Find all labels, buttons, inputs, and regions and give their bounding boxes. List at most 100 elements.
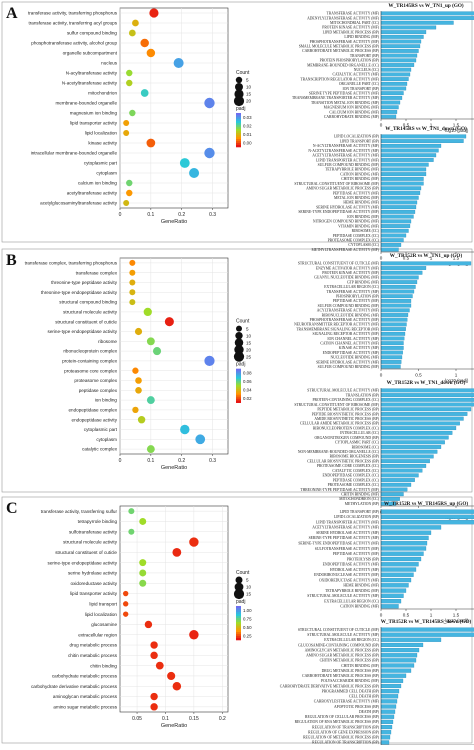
data-point <box>128 29 136 37</box>
bar <box>380 16 474 20</box>
bar <box>380 172 427 177</box>
legend-size-label: 20 <box>246 99 252 104</box>
x-tick-label: 0.5 <box>403 123 410 128</box>
category-label: CARBOHYDRATE METABOLIC PROCESS (BP) <box>302 49 380 53</box>
x-tick-label: 1.5 <box>453 123 460 128</box>
colorbar-tick-label: 0.01 <box>243 132 252 137</box>
data-point <box>132 19 139 27</box>
legend-size-dot <box>235 83 243 91</box>
category-label: NEUROTRANSMITTER RECEPTOR ACTIVITY (MF) <box>294 323 380 327</box>
colorbar-segment <box>236 633 241 637</box>
bar <box>380 105 399 110</box>
category-label: POLYSACCHARIDE BINDING (MF) <box>321 679 380 683</box>
x-tick-label: 0 <box>380 613 383 618</box>
bar <box>380 261 472 266</box>
bar <box>380 541 428 546</box>
bar <box>380 478 415 482</box>
colorbar-segment <box>236 619 241 623</box>
category-label: TETRAPYRROLE BINDING (MF) <box>325 589 380 593</box>
colorbar-segment <box>236 131 241 134</box>
bar <box>380 186 422 191</box>
category-label: APOPTOTIC PROCESS (BP) <box>334 705 380 709</box>
bar <box>380 327 406 331</box>
legend-size-label: 25 <box>246 354 252 359</box>
category-label: MITOCHONDRION (CC) <box>339 497 380 501</box>
bar <box>380 454 434 459</box>
colorbar-segment <box>236 394 241 397</box>
bar <box>380 224 411 228</box>
x-tick-label: 0 <box>380 373 383 378</box>
legend-color-title: padj <box>236 599 245 605</box>
term-label: N-acetyltransferase activity <box>62 81 118 86</box>
bar <box>380 719 394 724</box>
B_bar_up-bar-chart: W_TR152R vs W_TN1_up (GO) STRUCTURAL CONS… <box>294 252 474 383</box>
category-label: ENDOPEPTIDASE ACTIVITY (MF) <box>323 351 380 355</box>
data-point <box>146 396 155 405</box>
category-label: LIPID LOCALIZATION (BP) <box>334 515 380 519</box>
bar <box>380 95 403 100</box>
bar <box>380 317 408 322</box>
term-label: cytoplasm <box>96 437 117 442</box>
legend-size-label: 15 <box>246 592 252 597</box>
bar <box>380 331 406 336</box>
category-label: ION TRANSPORT (BP) <box>342 87 379 91</box>
legend-size-dot <box>235 76 243 84</box>
data-point <box>126 179 133 187</box>
category-label: CATION BINDING (MF) <box>340 172 379 176</box>
term-label: kinase activity <box>88 141 117 146</box>
category-label: PEPTIDASE ACTIVITY (MF) <box>333 552 380 556</box>
category-label: ACETYLTRANSFERASE ACTIVITY (MF) <box>312 526 379 530</box>
colorbar-segment <box>236 135 241 138</box>
term-label: chitin binding <box>90 663 117 668</box>
term-label: endopeptidase activity <box>72 417 118 422</box>
category-label: RIBONUCLEOTIDE BINDING (MF) <box>322 313 380 317</box>
data-point <box>132 406 139 414</box>
x-axis-label: -log10 (padj) <box>444 378 469 383</box>
bar <box>380 535 429 541</box>
category-label: EXTRACELLULAR REGION (CC) <box>324 599 379 603</box>
data-point <box>128 508 135 515</box>
bar <box>380 473 419 478</box>
data-point <box>189 630 199 640</box>
data-point <box>123 200 130 206</box>
bar <box>380 53 418 58</box>
category-label: SIGNALING RECEPTOR ACTIVITY (MF) <box>313 332 380 336</box>
term-label: N-acyltransferase activity <box>66 71 118 76</box>
data-point <box>146 48 156 58</box>
category-label: CATALYTIC COMPLEX (CC) <box>332 469 379 473</box>
bar <box>380 642 424 648</box>
category-label: RIBOSOME (CC) <box>352 229 380 233</box>
bar <box>380 299 412 303</box>
category-label: PROTEASOME CORE COMPLEX (CC) <box>317 464 380 468</box>
bar <box>380 520 474 525</box>
category-label: THREONINE-TYPE PEPTIDASE ACTIVITY (MF) <box>300 488 379 492</box>
colorbar-segment <box>236 123 241 126</box>
data-point <box>129 289 136 296</box>
category-label: CARBOXYLESTERASE ACTIVITY (MF) <box>314 700 380 704</box>
bar <box>380 114 397 119</box>
A_bar_up-bar-chart: W_TR145RS vs W_TN1_up (GO) TRANSFERASE AC… <box>292 2 474 133</box>
x-axis-label: GeneRatio <box>161 723 187 729</box>
category-label: PROTEASOME COMPLEX (CC) <box>328 239 380 243</box>
bar <box>380 158 434 162</box>
term-label: structural constituent of cuticle <box>55 550 117 555</box>
bar <box>380 181 424 186</box>
bar <box>380 270 423 275</box>
bar <box>380 416 464 421</box>
bar <box>380 699 398 704</box>
term-label: drug metabolic process <box>70 643 118 648</box>
term-label: ribosome <box>98 339 117 344</box>
category-label: KINASE ACTIVITY (MF) <box>339 346 380 350</box>
x-tick-label: 0.5 <box>403 613 410 618</box>
category-label: GLUCOSAMINE-CONTAINING COMPOUND (BP) <box>298 643 380 647</box>
legend-color-title: padj <box>236 106 245 112</box>
A_dot-dot-chart: transferase activity, transferring phosp… <box>28 7 252 225</box>
category-label: PROGRAMMED CELL DEATH (BP) <box>322 689 380 693</box>
x-tick-label: 0.5 <box>415 373 422 378</box>
data-point <box>126 69 133 77</box>
panel-label: C <box>6 500 18 517</box>
legend-size-title: Count <box>236 70 250 76</box>
bar <box>380 546 427 551</box>
data-point <box>129 259 136 266</box>
category-label: EXTRACELLULAR REGION (CC) <box>324 285 379 289</box>
